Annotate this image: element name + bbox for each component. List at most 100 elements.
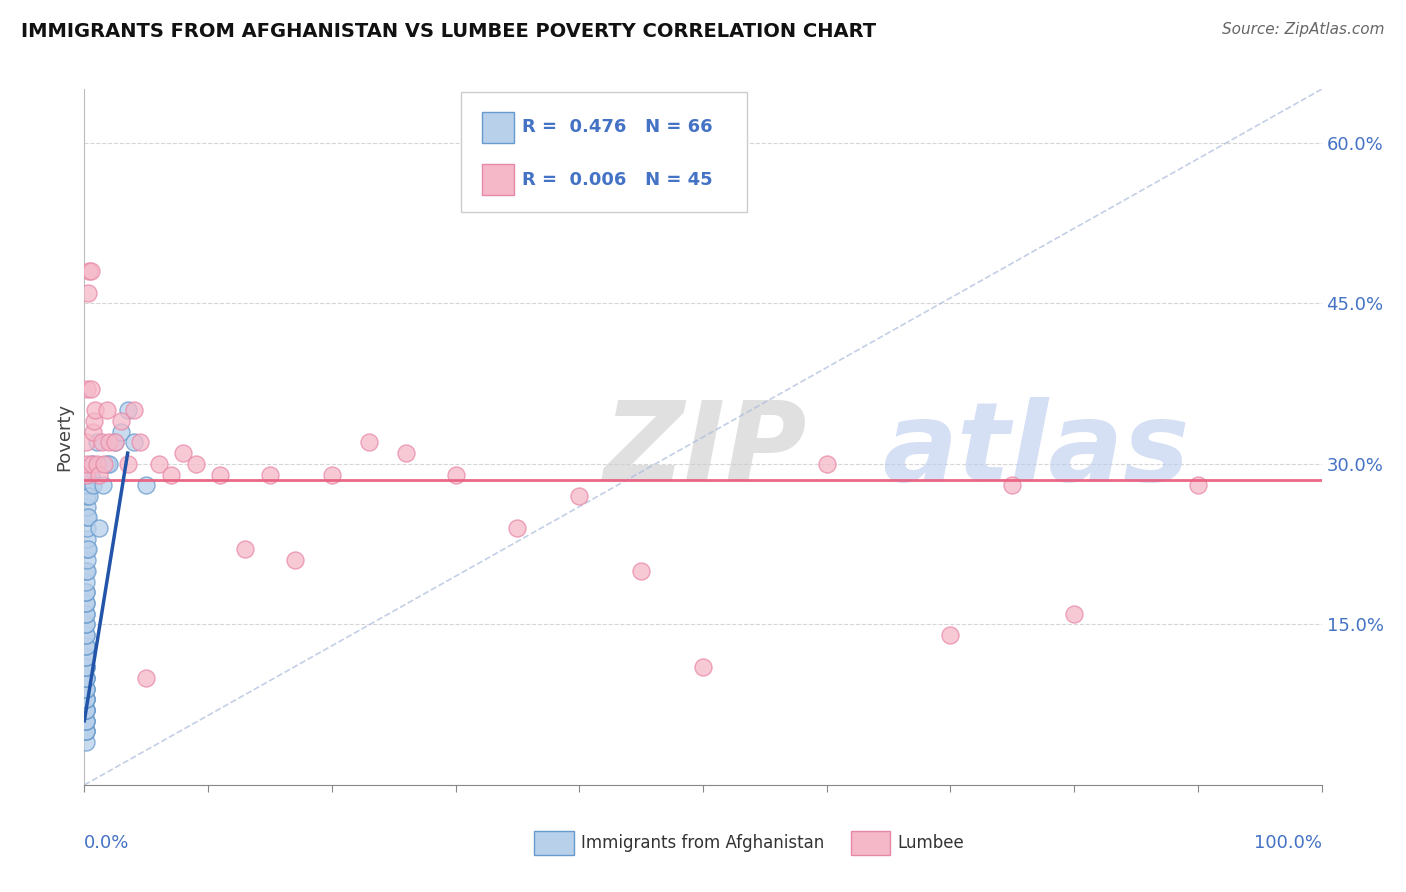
Point [75,692,97,706]
Point [172,446,194,460]
Point [75,649,97,664]
Point [76,478,98,492]
Point [76,564,98,578]
Text: 0.0%: 0.0% [84,834,129,852]
Point [84,403,107,417]
Point [75,617,97,632]
Point [75,467,97,482]
Point [75,564,97,578]
Point [82,478,104,492]
Point [75,585,97,599]
Point [76,500,98,514]
Point [135,478,157,492]
Point [79,489,101,503]
Point [122,403,145,417]
Point [86,457,108,471]
Point [110,425,132,439]
Point [75,714,97,728]
Point [1001,478,1024,492]
Point [79,467,101,482]
Point [75,607,97,621]
Point [1063,607,1085,621]
Point [76,521,98,535]
Point [75,617,97,632]
Point [93,457,115,471]
Point [89,467,111,482]
Point [104,435,127,450]
Point [75,671,97,685]
Point [75,724,97,739]
Point [96,403,118,417]
Point [98,457,121,471]
Text: Immigrants from Afghanistan: Immigrants from Afghanistan [581,834,824,852]
Point [75,649,97,664]
Point [160,467,183,482]
Point [80,457,103,471]
Point [75,596,97,610]
Point [86,435,108,450]
Point [75,585,97,599]
Point [83,414,105,428]
Point [75,714,97,728]
Point [90,435,112,450]
Point [76,510,98,524]
Point [75,435,97,450]
Point [75,639,97,653]
Point [75,660,97,674]
Point [82,425,104,439]
Point [75,596,97,610]
Point [77,510,100,524]
Point [79,382,101,396]
Text: R =  0.476   N = 66: R = 0.476 N = 66 [523,119,713,136]
Point [815,457,838,471]
Text: ZIP: ZIP [605,398,807,505]
Point [75,703,97,717]
Point [75,703,97,717]
Point [75,660,97,674]
Point [506,521,529,535]
Point [75,681,97,696]
Point [284,553,307,567]
Point [75,703,97,717]
Point [76,467,98,482]
Text: 100.0%: 100.0% [1254,834,1322,852]
Point [630,564,652,578]
Point [568,489,591,503]
Text: Source: ZipAtlas.com: Source: ZipAtlas.com [1222,22,1385,37]
Point [117,403,139,417]
Point [75,681,97,696]
Point [76,457,98,471]
Point [76,532,98,546]
Point [79,264,101,278]
Point [233,542,256,557]
Point [104,435,127,450]
Point [122,435,145,450]
Point [79,264,101,278]
Point [939,628,962,642]
Y-axis label: Poverty: Poverty [55,403,73,471]
Point [75,639,97,653]
Point [75,735,97,749]
Point [75,628,97,642]
Point [135,671,157,685]
Point [129,435,152,450]
Point [148,457,170,471]
Point [98,435,121,450]
Point [77,285,100,300]
Point [117,457,139,471]
Point [75,724,97,739]
Point [91,478,114,492]
Point [96,457,118,471]
Point [321,467,343,482]
Text: Lumbee: Lumbee [897,834,963,852]
Point [110,414,132,428]
Point [692,660,714,674]
Point [75,692,97,706]
Text: R =  0.006   N = 45: R = 0.006 N = 45 [523,170,713,188]
Point [77,542,100,557]
Point [1187,478,1209,492]
Point [75,671,97,685]
Point [75,703,97,717]
Point [75,714,97,728]
Point [75,692,97,706]
